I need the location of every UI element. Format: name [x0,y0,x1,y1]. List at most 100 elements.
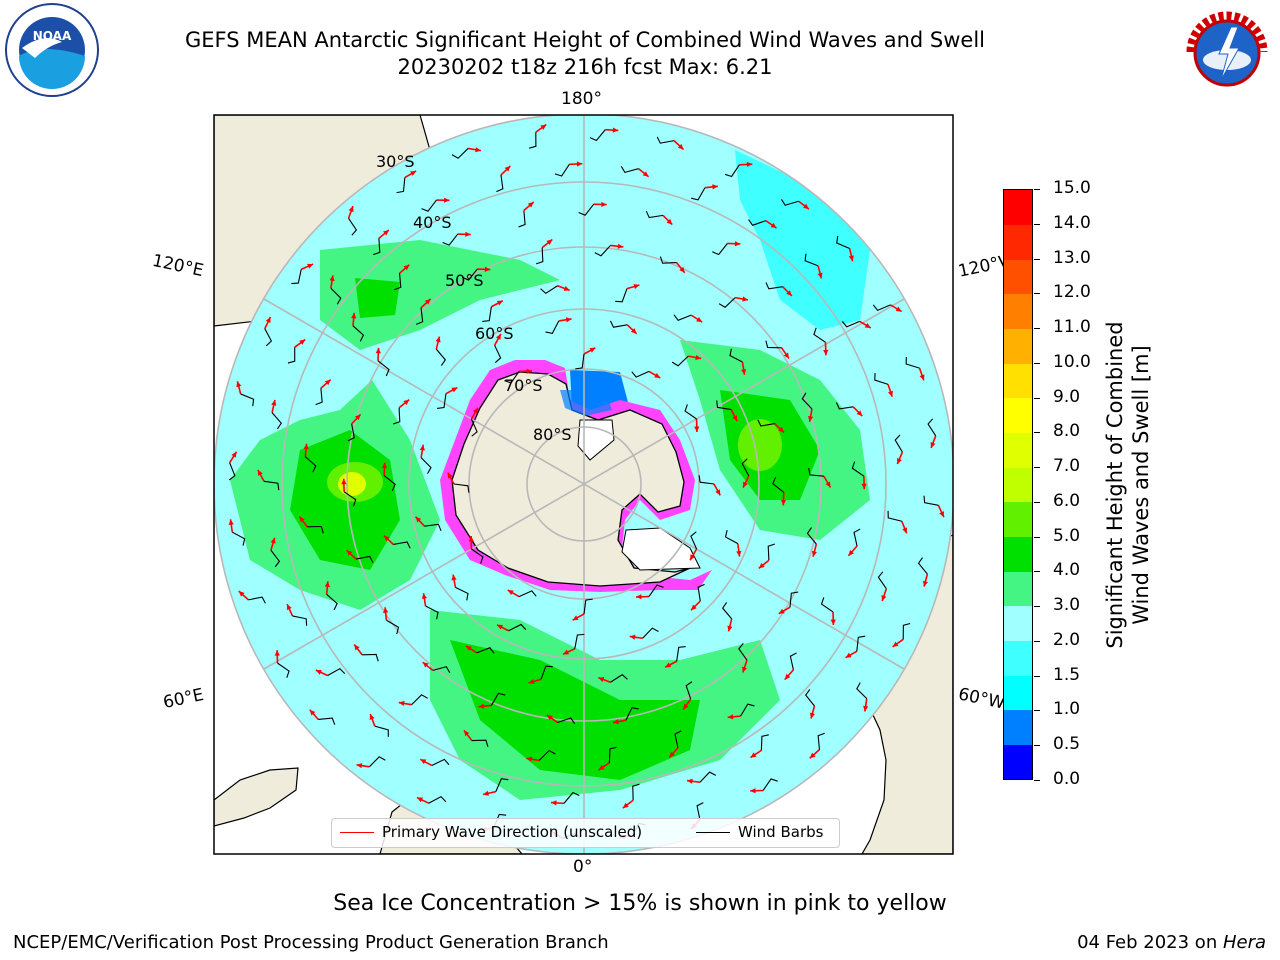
wind-barb [482,306,492,323]
wind-barb-swatch [696,832,730,833]
wind-barb [923,495,939,506]
wave-direction-arrowhead [654,372,661,378]
wave-direction-arrowhead [758,562,765,569]
vector-layer [228,123,945,840]
wave-direction-arrowhead [528,678,535,684]
wind-barb [698,475,715,485]
wind-barb [804,253,819,267]
colorbar-segment [1004,501,1032,537]
wind-barb [455,586,469,601]
colorbar-tick-label: 0.5 [1053,734,1081,755]
wind-barb [927,418,937,437]
wave-direction-arrowhead [540,124,547,130]
wave-direction-arrowhead [526,368,532,374]
wind-barb [578,203,595,216]
sea-ice-note: Sea Ice Concentration > 15% is shown in … [333,891,947,916]
wind-barb [902,622,911,640]
wind-barb [729,348,743,363]
wave-direction-arrowhead [617,243,624,249]
wave-direction-arrowhead [257,469,263,476]
wind-barb [718,297,736,308]
wind-barb [471,548,484,564]
wave-direction-arrowhead [743,481,748,488]
wave-direction-arrowhead [750,788,756,794]
colorbar-title-line1: Significant Height of Combined [1103,321,1127,649]
wind-barb [326,593,338,611]
run-date: 04 Feb 2023 on Hera [1077,932,1266,953]
wave-direction-arrowhead [303,443,309,450]
wave-direction-arrowhead [848,255,854,262]
wind-barb [348,218,358,236]
wind-barb [917,557,928,575]
wave-direction-arrowhead [939,511,944,518]
wave-direction-arrowhead [848,549,854,556]
wave-direction-arrowhead [892,641,899,647]
wind-barb [451,148,469,159]
wind-barb [420,457,432,474]
wind-barb [721,602,733,620]
wave-direction-arrowhead [736,550,742,557]
colorbar-segment [1004,363,1032,399]
wind-barb [424,523,442,532]
wave-direction-arrowhead [309,709,316,716]
run-date-text: 04 Feb 2023 on [1077,932,1223,953]
wave-direction-arrowhead [403,399,410,406]
wave-direction-arrowhead [526,756,533,762]
wind-barb [431,758,450,766]
producer-credit: NCEP/EMC/Verification Post Processing Pr… [13,932,609,953]
wave-direction-arrowhead [630,328,637,334]
colorbar-tick [1034,501,1040,503]
wave-direction-arrowhead [270,537,276,544]
wave-direction-arrowhead [472,407,478,414]
wave-direction-arrowhead [546,715,553,721]
wind-barb [377,360,390,377]
wave-direction-arrowhead [419,444,425,451]
wind-barb [494,345,502,363]
wave-direction-arrowhead [381,462,388,469]
wave-direction-arrowhead [274,650,280,656]
wave-direction-arrowhead [881,595,887,601]
wave-direction-arrowhead [741,369,747,375]
wind-barb [872,304,891,311]
wind-barb [291,269,302,285]
wave-direction-arrowhead [809,752,816,759]
wind-barb [772,477,785,493]
wind-barb [805,689,815,707]
wind-barb [642,627,659,639]
wave-direction-arrowhead [727,714,734,720]
wind-barb [425,605,439,620]
wave-direction-arrowhead [271,399,277,406]
wave-direction-arrowhead [742,666,748,673]
wave-direction-arrowhead [576,161,583,167]
colorbar-segment [1004,536,1032,572]
wave-direction-arrowhead [236,381,242,388]
wind-barb [436,393,447,409]
colorbar-tick [1034,710,1040,712]
wave-direction-arrowhead [369,713,375,720]
wave-direction-arrowhead [324,581,330,587]
wind-barb [373,238,381,256]
wind-barb [781,199,799,206]
noaa-logo-text: NOAA [33,29,72,43]
wave-direction-arrowhead [598,764,605,771]
wave-direction-arrowhead [856,410,863,417]
colorbar-tick [1034,258,1040,260]
wind-barb [684,404,697,420]
wave-direction-arrowhead [922,580,928,587]
wind-barb [806,527,817,545]
colorbar-segment [1004,224,1032,260]
wind-barb [609,320,628,328]
wind-barb [656,136,675,144]
wind-barb [490,692,506,706]
wind-barb [368,756,386,768]
wave-direction-arrowhead [346,550,353,556]
wave-direction-arrowhead [712,184,718,190]
wind-barb [887,510,902,522]
wave-direction-arrowhead [447,472,453,479]
wave-direction-arrowhead [451,387,458,393]
wind-barb [538,749,556,761]
wind-barb [741,458,750,477]
wind-barb [765,282,783,290]
wave-direction-arrowhead [329,275,335,282]
wind-barb [789,652,797,671]
